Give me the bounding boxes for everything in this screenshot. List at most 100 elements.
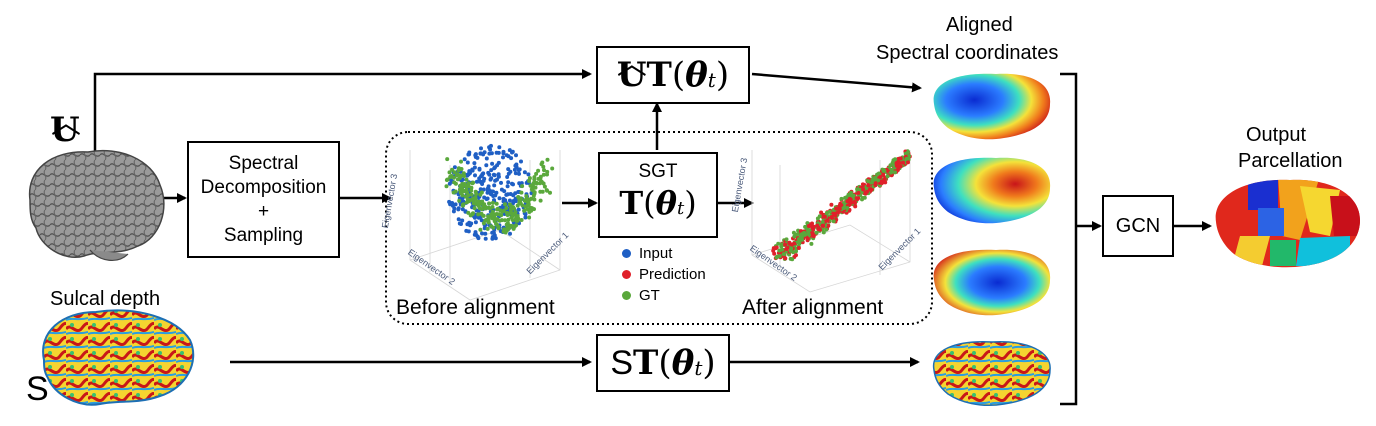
scatter-point-gt (490, 200, 495, 205)
scatter-point-prediction (901, 160, 906, 165)
scatter-point-gt (494, 221, 498, 226)
scatter-point-gt (448, 175, 453, 179)
scatter-point-gt (532, 207, 536, 212)
scatter-point-prediction (811, 234, 816, 239)
st-sub: t (694, 356, 703, 380)
scatter-point-gt (500, 209, 505, 214)
scatter-point-gt (538, 198, 543, 203)
scatter-point-gt (509, 204, 513, 209)
scatter-point-prediction (853, 200, 857, 205)
scatter-point-gt (444, 178, 449, 182)
scatter-point-gt (490, 216, 495, 221)
scatter-point-gt (493, 212, 498, 217)
sgt-title: SGT (638, 161, 678, 182)
scatter-point-prediction (789, 242, 794, 247)
scatter-point-input (475, 155, 480, 160)
scatter-point-gt (452, 170, 457, 175)
scatter-point-gt (800, 237, 805, 242)
output-parcellation-brain (1215, 179, 1360, 268)
scatter-point-input (492, 173, 497, 178)
scatter-point-gt (481, 221, 486, 226)
scatter-point-input (490, 230, 495, 235)
scatter-point-prediction (783, 256, 788, 261)
st-open-paren: ( (658, 343, 672, 383)
scatter-point-input (510, 150, 514, 155)
scatter-point-gt (525, 203, 530, 208)
ut-box: ︿ U T ( θ t ) (596, 46, 750, 104)
scatter-point-gt (890, 161, 895, 165)
scatter-point-gt (461, 202, 466, 207)
scatter-point-gt (499, 213, 504, 218)
scatter-point-gt (534, 181, 539, 186)
ut-theta: θ (685, 55, 708, 95)
scatter-point-input (508, 231, 512, 236)
sulcal-depth-label: Sulcal depth (50, 288, 161, 310)
scatter-point-gt (458, 173, 463, 178)
scatter-point-prediction (883, 180, 888, 185)
scatter-point-input (470, 167, 475, 172)
aligned-coordinate-brain-3 (933, 249, 1051, 316)
scatter-point-input (508, 192, 513, 196)
scatter-point-input (472, 232, 477, 237)
scatter-point-input (494, 190, 499, 195)
legend-item-gt: GT (622, 285, 706, 306)
scatter-point-input (510, 181, 514, 186)
scatter-point-prediction (906, 160, 910, 165)
legend-item-prediction: Prediction (622, 264, 706, 285)
scatter-point-input (450, 201, 455, 205)
scatter-point-input (451, 209, 456, 214)
scatter-point-prediction (784, 247, 789, 251)
scatter-point-gt (505, 213, 510, 217)
scatter-point-input (482, 195, 487, 200)
scatter-point-gt (885, 174, 890, 179)
scatter-point-gt (862, 195, 867, 200)
scatter-point-prediction (866, 183, 871, 188)
scatter-point-gt (779, 242, 784, 247)
scatter-point-gt (529, 196, 534, 201)
scatter-point-gt (851, 193, 856, 198)
scatter-point-input (486, 184, 491, 189)
scatter-point-input (460, 218, 465, 223)
scatter-point-gt (545, 188, 550, 193)
sgt-formula: T ( θ t ) (619, 183, 696, 229)
scatter-point-gt (527, 176, 532, 181)
scatter-point-gt (538, 174, 543, 179)
scatter-point-gt (889, 170, 894, 175)
scatter-point-input (519, 159, 523, 164)
scatter-point-gt (906, 150, 910, 155)
sgt-open-paren: ( (643, 184, 656, 222)
scatter-point-gt (866, 179, 870, 184)
alignment-region (385, 131, 933, 325)
scatter-point-input (477, 176, 482, 181)
scatter-point-prediction (855, 197, 860, 201)
scatter-point-gt (876, 171, 881, 176)
scatter-point-input (465, 160, 470, 165)
scatter-point-gt (540, 189, 545, 194)
scatter-point-input (511, 199, 516, 203)
scatter-point-input (447, 199, 452, 204)
scatter-point-gt (469, 185, 474, 190)
scatter-point-gt (466, 193, 471, 198)
scatter-point-input (473, 173, 477, 178)
after-scatter-cloud (751, 149, 912, 293)
legend-item-input: Input (622, 243, 706, 264)
scatter-point-gt (505, 221, 510, 226)
scatter-point-gt (893, 157, 898, 162)
scatter-point-gt (464, 177, 469, 182)
scatter-point-gt (466, 184, 471, 189)
scatter-point-input (456, 217, 461, 222)
scatter-point-gt (471, 180, 476, 185)
scatter-point-input (456, 207, 461, 212)
scatter-point-input (501, 149, 506, 154)
scatter-point-gt (458, 189, 463, 194)
scatter-point-input (523, 215, 528, 220)
scatter-point-gt (522, 208, 527, 213)
scatter-point-gt (444, 184, 449, 189)
scatter-point-gt (872, 176, 877, 181)
scatter-point-input (499, 187, 504, 192)
scatter-point-gt (809, 241, 814, 246)
scatter-point-gt (490, 205, 495, 209)
scatter-point-gt (846, 192, 851, 197)
scatter-point-gt (806, 229, 811, 234)
scatter-point-input (486, 170, 491, 175)
